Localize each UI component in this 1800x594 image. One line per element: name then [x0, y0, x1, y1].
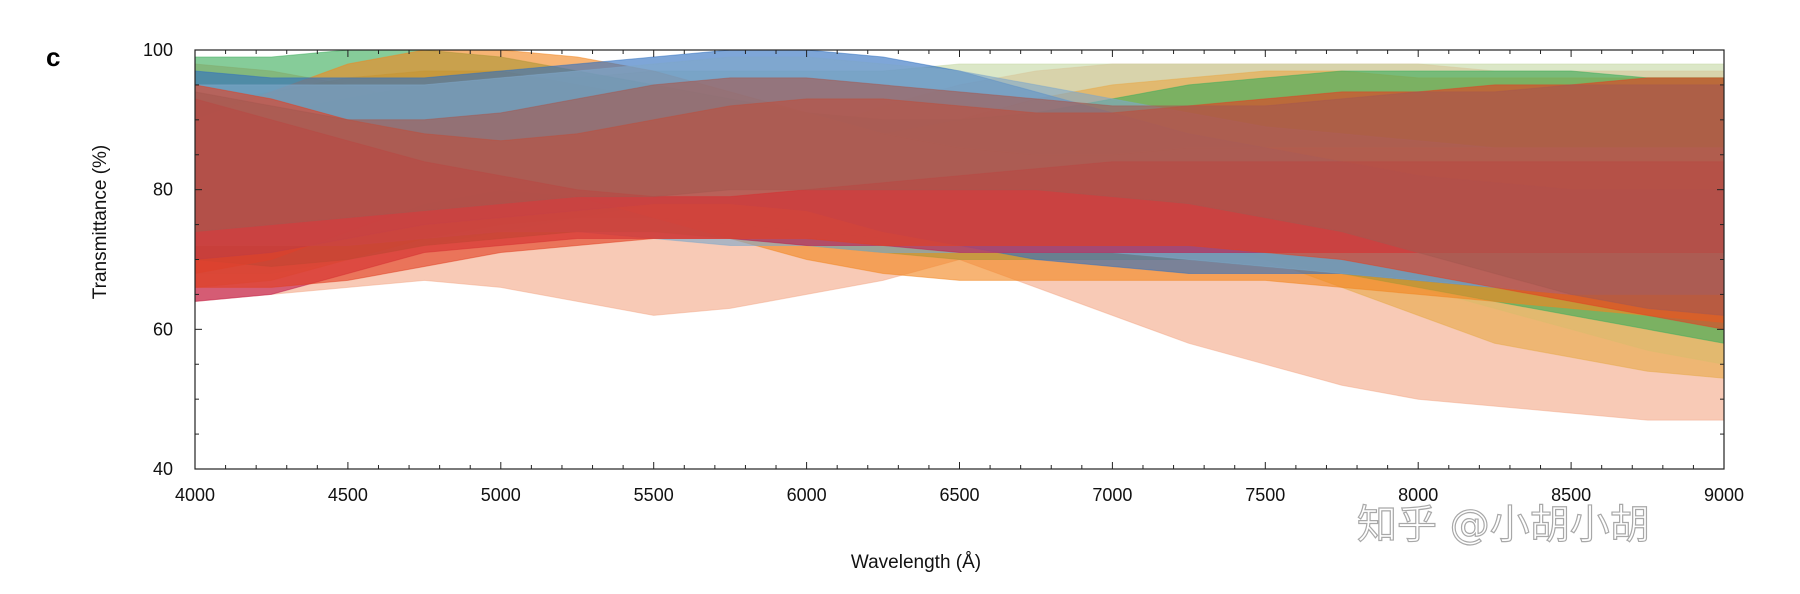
y-axis-title: Transmittance (%) — [90, 145, 111, 300]
x-tick-label: 5500 — [634, 485, 674, 505]
x-tick-label: 5000 — [481, 485, 521, 505]
x-tick-label: 7500 — [1245, 485, 1285, 505]
series-layer — [194, 49, 1725, 421]
x-tick-label: 8000 — [1398, 485, 1438, 505]
x-tick-label: 9000 — [1704, 485, 1744, 505]
x-tick-label: 7000 — [1092, 485, 1132, 505]
y-tick-label: 40 — [153, 459, 173, 479]
x-tick-label: 8500 — [1551, 485, 1591, 505]
watermark-text: 知乎 @小胡小胡 — [1357, 502, 1650, 548]
panel-label: c — [46, 42, 60, 72]
x-tick-label: 4000 — [175, 485, 215, 505]
y-axis-ticks: 40 60 80 100 — [143, 40, 1724, 479]
y-tick-label: 60 — [153, 319, 173, 339]
x-tick-label: 6500 — [939, 485, 979, 505]
y-tick-label: 100 — [143, 40, 173, 60]
x-tick-label: 6000 — [787, 485, 827, 505]
x-tick-label: 4500 — [328, 485, 368, 505]
x-axis-title: Wavelength (Å) — [851, 552, 981, 573]
x-axis-ticks: 4000 4500 5000 5500 6000 6500 7000 7500 8000 8500… — [175, 50, 1744, 505]
y-tick-label: 80 — [153, 180, 173, 200]
